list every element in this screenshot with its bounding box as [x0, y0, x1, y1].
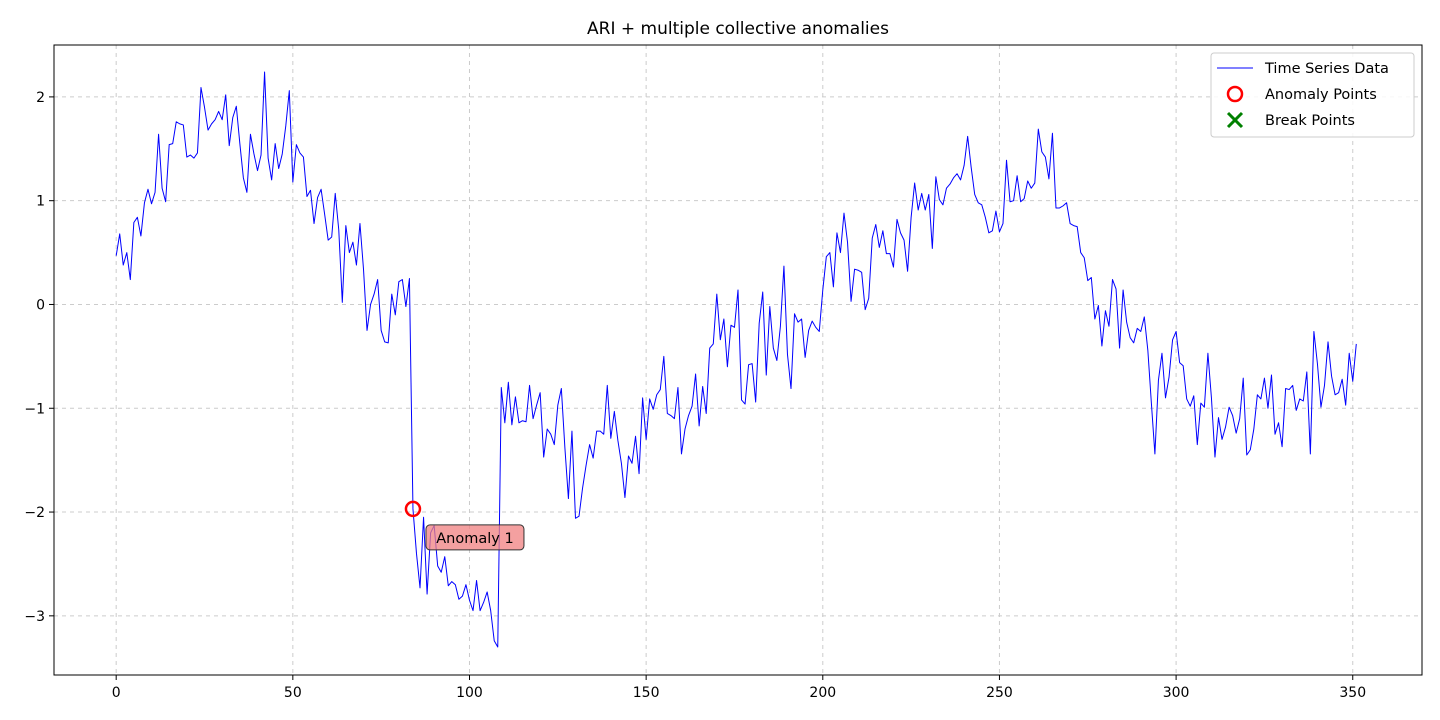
series-layer — [115, 71, 1357, 648]
annotation-layer: Anomaly 1 — [425, 524, 525, 551]
x-tick-label: 50 — [284, 685, 302, 701]
x-tick-label: 350 — [1339, 685, 1366, 701]
y-tick-label: 0 — [36, 297, 45, 313]
annotation-box — [425, 524, 525, 551]
grid — [54, 45, 1422, 675]
legend-x-swatch — [1226, 111, 1244, 129]
annotation-label: Anomaly 1 — [425, 524, 525, 551]
series-line-time-series-data — [115, 71, 1357, 648]
axis-ticks: 0 50 100 150 200 250 300 350 −3 −2 −1 0 1 2 — [24, 90, 1366, 701]
legend-box — [1210, 52, 1415, 138]
legend-circle-swatch — [1226, 85, 1244, 103]
x-tick-label: 150 — [633, 685, 660, 701]
legend-anomaly-points: Anomaly Points — [1226, 85, 1377, 103]
x-tick-label: 250 — [986, 685, 1013, 701]
legend-label: Anomaly Points — [1265, 87, 1377, 103]
annotation-text: Anomaly 1 — [436, 531, 513, 547]
plot-frame — [53, 44, 1423, 676]
y-tick-label: 1 — [36, 194, 45, 210]
chart-title: ARI + multiple collective anomalies — [587, 19, 889, 39]
x-tick-label: 0 — [112, 685, 121, 701]
legend-label: Break Points — [1265, 113, 1355, 129]
marker-layer — [404, 500, 422, 518]
y-tick-label: 2 — [36, 90, 45, 106]
legend-break-points: Break Points — [1226, 111, 1355, 129]
x-tick-label: 300 — [1163, 685, 1190, 701]
legend-time-series-data: Time Series Data — [1217, 61, 1389, 77]
x-tick-label: 100 — [456, 685, 483, 701]
y-tick-label: −2 — [24, 505, 45, 521]
x-tick-label: 200 — [809, 685, 836, 701]
y-tick-label: −1 — [24, 401, 45, 417]
legend-label: Time Series Data — [1264, 61, 1389, 77]
anomaly-point — [404, 500, 422, 518]
y-tick-label: −3 — [24, 609, 45, 625]
legend: Time Series Data Anomaly Points Break Poin… — [1210, 52, 1415, 138]
